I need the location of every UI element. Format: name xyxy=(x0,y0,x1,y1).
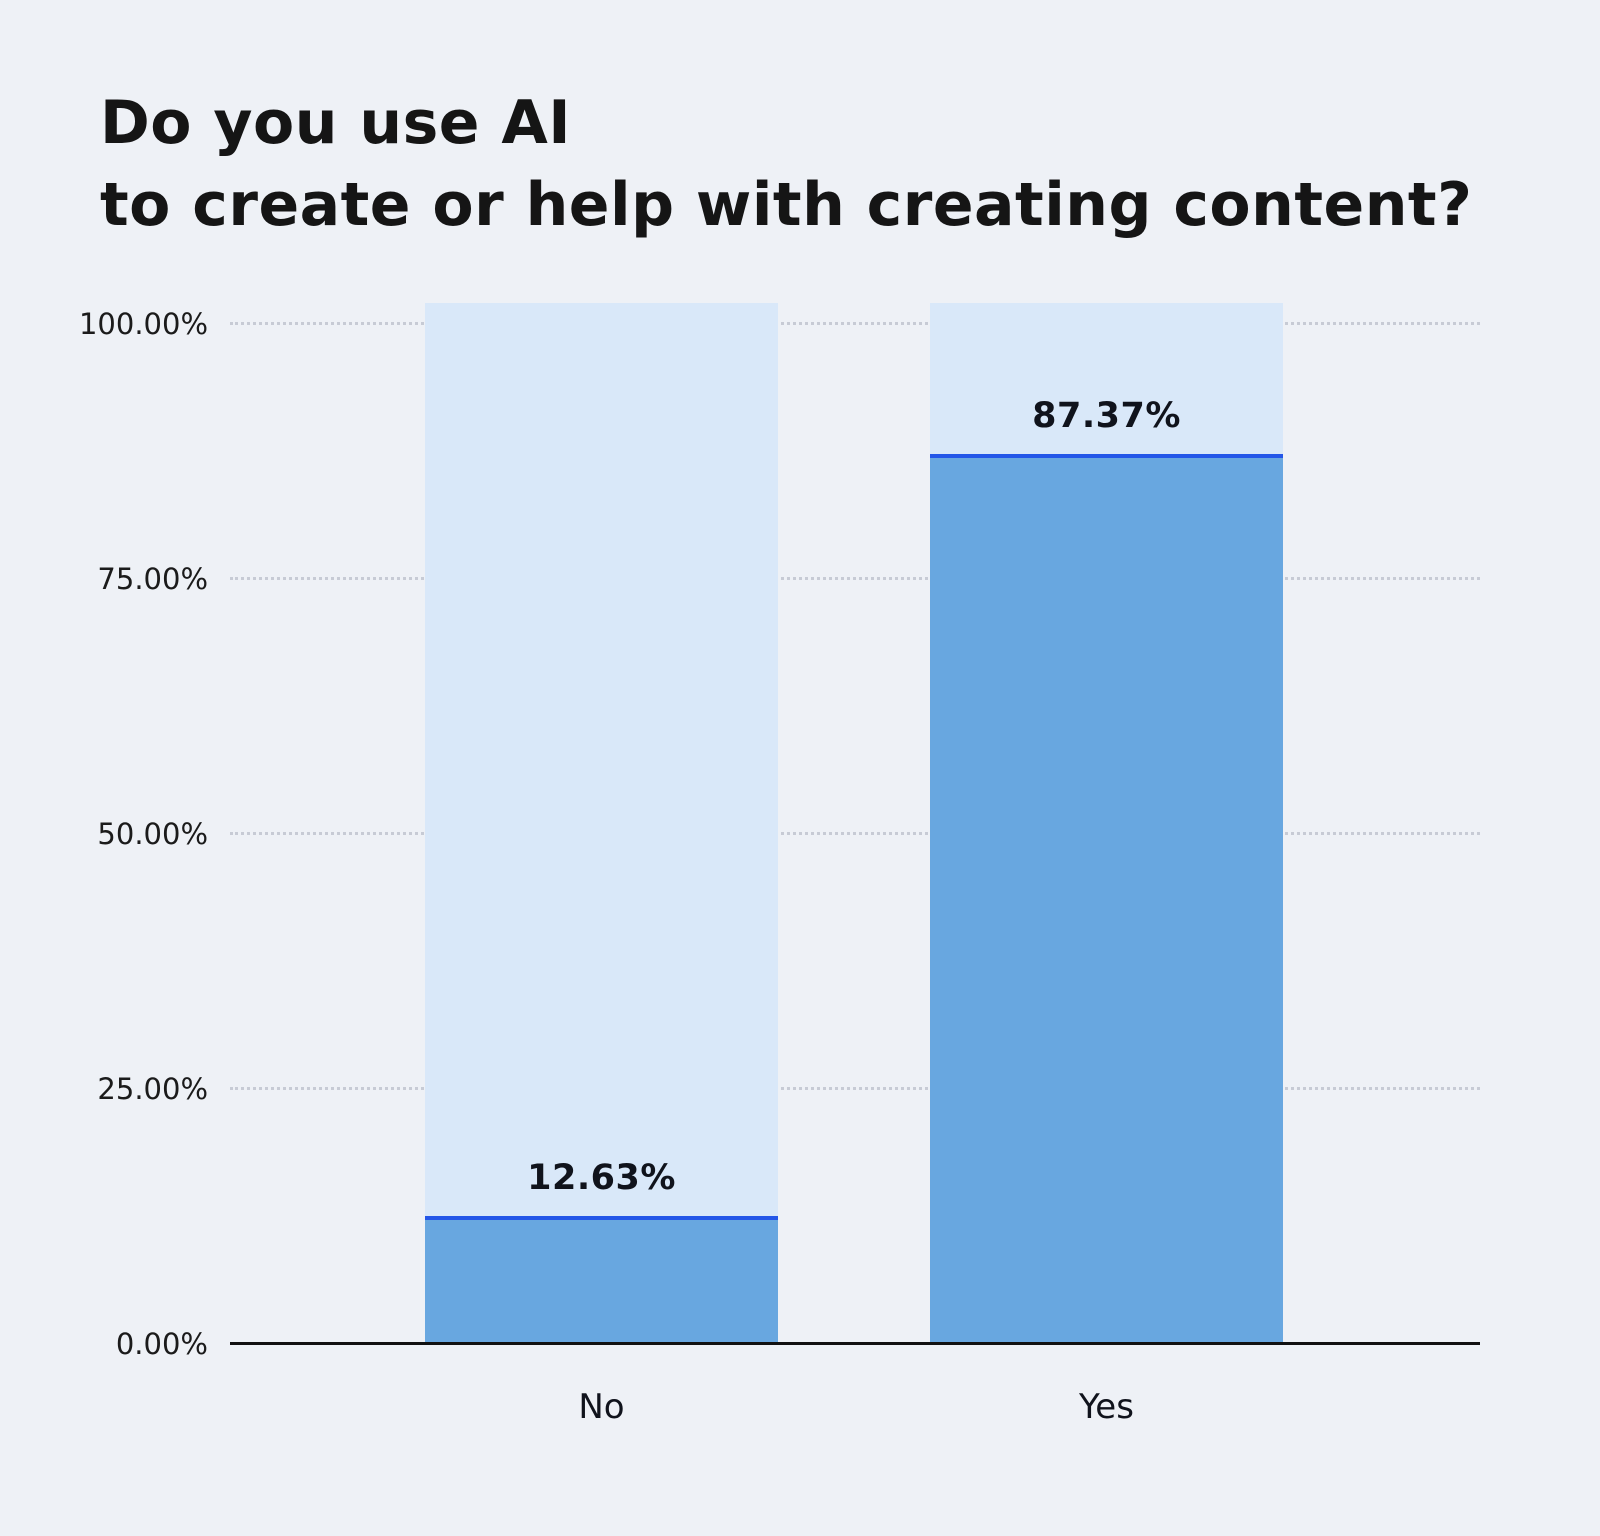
bar-yes-fill xyxy=(930,453,1283,1345)
gridline-100: 100.00% xyxy=(79,307,1480,341)
y-axis-label-100: 100.00% xyxy=(78,307,208,341)
plot-area: 100.00% 75.00% 50.00% 25.00% 0.00% 12.63… xyxy=(79,303,1480,1427)
gridline-50: 50.00% xyxy=(97,817,1480,851)
chart-title: Do you use AI to create or help with cre… xyxy=(100,82,1472,246)
bar-no-fill xyxy=(425,1216,778,1345)
x-axis-line: 0.00% xyxy=(116,1327,1480,1361)
y-axis-label-50: 50.00% xyxy=(97,817,208,851)
bar-no: 12.63% xyxy=(425,303,778,1345)
gridline-25: 25.00% xyxy=(97,1072,1480,1106)
chart-title-line-1: Do you use AI xyxy=(100,88,572,158)
chart-title-line-2: to create or help with creating content? xyxy=(100,170,1473,240)
y-axis-label-25: 25.00% xyxy=(97,1072,208,1106)
y-axis-label-75: 75.00% xyxy=(97,562,208,596)
y-axis-label-0: 0.00% xyxy=(115,1327,208,1361)
bar-yes: 87.37% xyxy=(930,303,1283,1345)
bar-yes-value-label: 87.37% xyxy=(1032,395,1181,436)
bar-no-value-label: 12.63% xyxy=(527,1158,676,1199)
x-axis-label-yes: Yes xyxy=(1079,1387,1134,1427)
x-axis-label-no: No xyxy=(578,1387,625,1427)
gridline-75: 75.00% xyxy=(97,562,1480,596)
